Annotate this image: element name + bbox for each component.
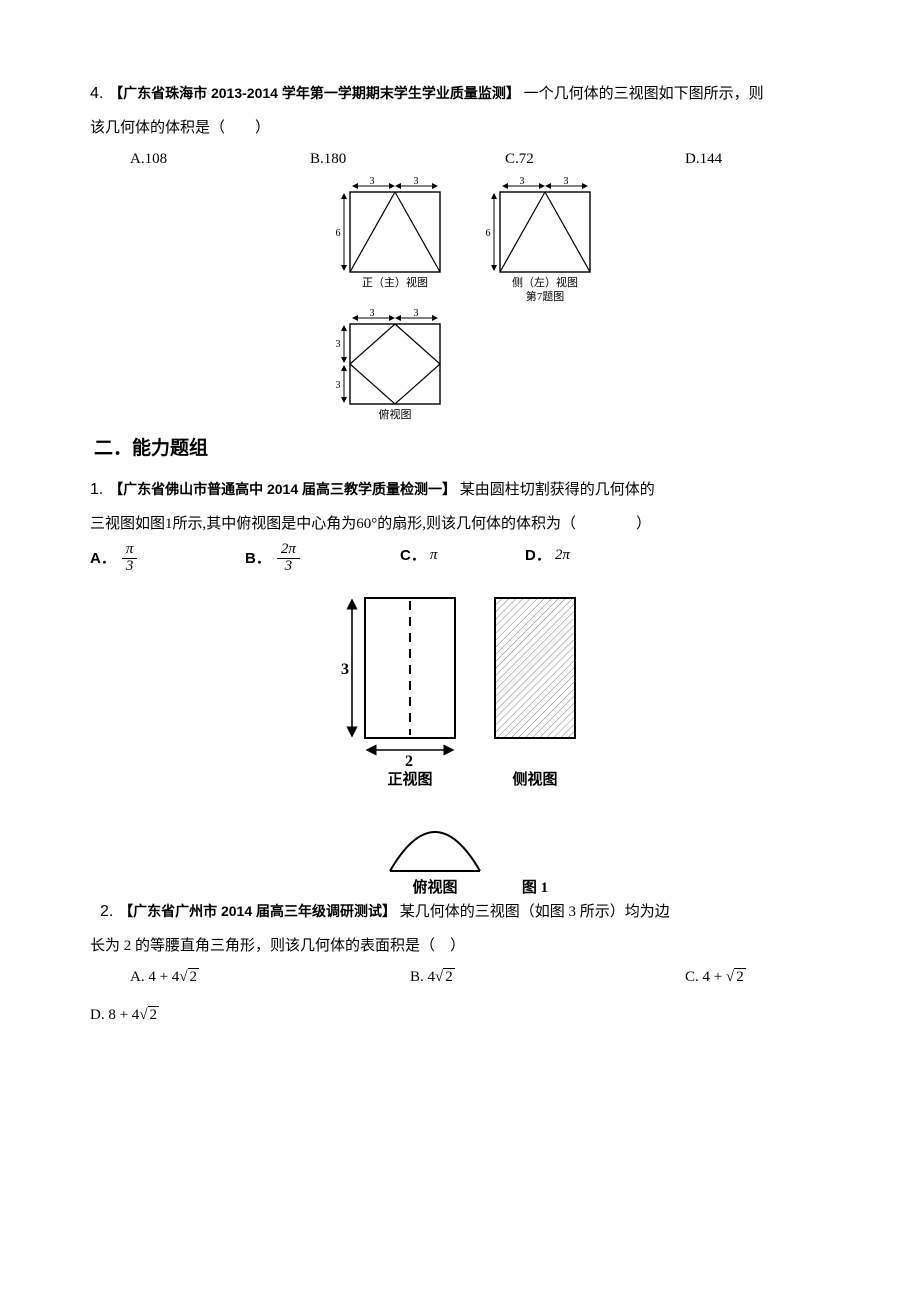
svg-text:3: 3 [370,308,375,319]
q4-number: 4. [90,85,103,102]
q1b-svg: 3 2 正视图 侧视图 俯视图 图 1 [325,588,625,898]
q1b-source: 【广东省佛山市普通高中 2014 届高三教学质量检测一】 [109,481,456,497]
q1b-number: 1. [90,481,103,498]
q4-opt-d: D.144 [685,146,722,173]
section-2-heading: 二．能力题组 [94,432,860,466]
q2b-stem-1: 某几何体的三视图（如图 3 所示）均为边 [400,904,670,920]
q1b-figure: 3 2 正视图 侧视图 俯视图 图 1 [90,588,860,898]
question-4: 4. 【广东省珠海市 2013-2014 学年第一学期期末学生学业质量监测】 一… [90,80,860,109]
q1b-stem-2a: 三视图如图 [90,516,165,532]
svg-text:正（主）视图: 正（主）视图 [362,275,428,289]
svg-text:3: 3 [414,308,419,319]
svg-text:3: 3 [520,176,525,187]
svg-text:3: 3 [336,339,341,350]
q2b-stem-2b: 的等腰直角三角形，则该几何体的表面积是（ ） [135,938,465,954]
q2b-number: 2. [100,903,113,920]
svg-text:俯视图: 俯视图 [412,878,457,896]
q1b-angle: 60° [356,516,377,532]
q1b-stem-2b: 所示,其中俯视图是中心角为 [173,516,357,532]
q1b-opt-d: D． 2π [525,542,570,569]
q4-opt-b: B.180 [310,146,346,173]
q1b-opt-b: B． 2π3 [245,542,302,575]
svg-text:3: 3 [414,176,419,187]
q1b-fig-ref: 1 [165,516,173,532]
q2b-options-1: A. 4 + 4√2 B. 4√2 C. 4 + √2 [90,964,860,992]
svg-text:3: 3 [336,380,341,391]
q2b-source: 【广东省广州市 2014 届高三年级调研测试】 [119,903,396,919]
svg-text:2: 2 [405,753,413,770]
q4-opt-c: C.72 [505,146,534,173]
q1b-stem-2c: 的扇形,则该几何体的体积为（ ） [377,516,651,532]
svg-text:3: 3 [370,176,375,187]
svg-text:图 1: 图 1 [522,879,548,896]
svg-text:侧视图: 侧视图 [512,770,557,788]
q1b-stem-1: 某由圆柱切割获得的几何体的 [460,482,655,498]
svg-text:3: 3 [341,661,349,678]
svg-text:6: 6 [486,228,491,239]
question-2b: 2. 【广东省广州市 2014 届高三年级调研测试】 某几何体的三视图（如图 3… [100,898,860,927]
svg-text:3: 3 [564,176,569,187]
question-1b: 1. 【广东省佛山市普通高中 2014 届高三教学质量检测一】 某由圆柱切割获得… [90,476,860,505]
q4-stem-2: 该几何体的体积是（ ） [90,115,860,142]
q2b-opt-a: A. 4 + 4√2 [130,964,199,991]
q2b-opt-c: C. 4 + √2 [685,964,746,991]
q4-stem-1: 一个几何体的三视图如下图所示，则 [524,86,764,102]
svg-text:俯视图: 俯视图 [379,407,412,421]
q1b-stem-2: 三视图如图1所示,其中俯视图是中心角为60°的扇形,则该几何体的体积为（ ） [90,511,860,538]
q2b-opt-d: D. 8 + 4√2 [90,1002,159,1029]
svg-text:6: 6 [336,228,341,239]
q2b-opt-b: B. 4√2 [410,964,455,991]
q2b-stem-2: 长为 2 的等腰直角三角形，则该几何体的表面积是（ ） [90,933,860,960]
q2b-edge: 2 [124,938,132,954]
q2b-stem-2a: 长为 [90,938,120,954]
q4-svg: 3 3 6 正（主）视图 3 3 6 侧（左）视图 第7题图 3 3 3 3 俯… [295,174,655,424]
q2b-options-2: D. 8 + 4√2 [90,1002,860,1030]
q4-opt-a: A.108 [130,146,167,173]
q4-source: 【广东省珠海市 2013-2014 学年第一学期期末学生学业质量监测】 [109,85,520,101]
q4-options: A.108 B.180 C.72 D.144 [90,146,860,168]
q4-figure: 3 3 6 正（主）视图 3 3 6 侧（左）视图 第7题图 3 3 3 3 俯… [90,174,860,424]
svg-text:正视图: 正视图 [387,770,432,788]
svg-text:侧（左）视图: 侧（左）视图 [512,275,578,289]
q1b-opt-c: C． π [400,542,437,569]
svg-text:第7题图: 第7题图 [526,289,565,303]
q1b-opt-a: A． π3 [90,542,139,575]
q1b-options: A． π3 B． 2π3 C． π D． 2π [90,542,860,582]
